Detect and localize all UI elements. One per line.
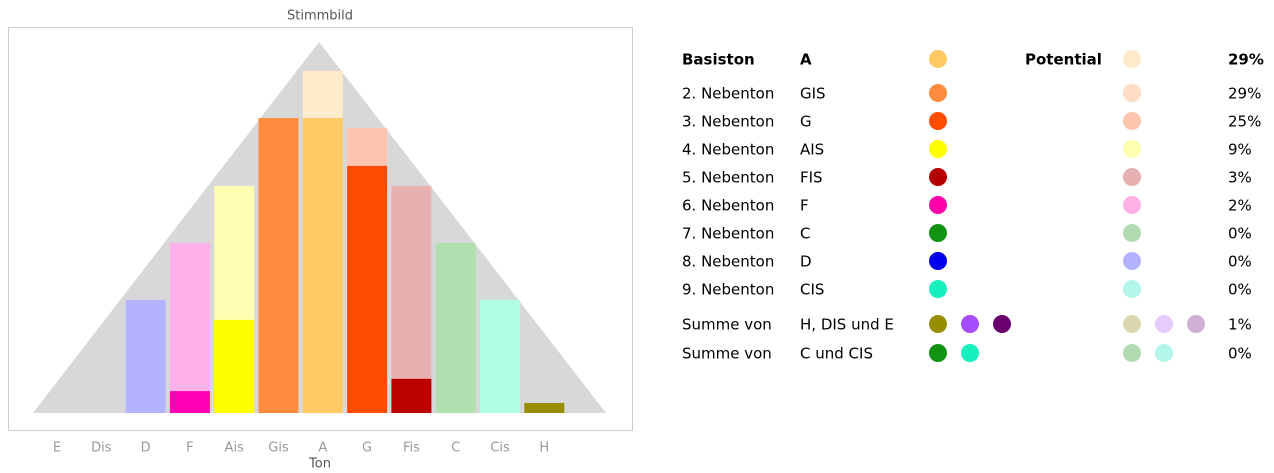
color-dot — [929, 196, 947, 214]
x-tick-label: Dis — [91, 441, 112, 456]
row-label: 2. Nebenton — [682, 85, 774, 103]
row-tone: FIS — [800, 169, 823, 187]
row-percent: 29% — [1228, 85, 1261, 103]
x-tick-label: G — [362, 441, 372, 456]
row-label: 3. Nebenton — [682, 113, 774, 131]
color-dot — [929, 315, 947, 333]
potential-label: Potential — [1025, 51, 1102, 69]
row-tone: D — [800, 253, 812, 271]
color-dot — [929, 344, 947, 362]
row-label: 9. Nebenton — [682, 281, 774, 299]
row-label: 7. Nebenton — [682, 225, 774, 243]
potential-dot — [1123, 84, 1141, 102]
x-tick-label: C — [451, 441, 460, 456]
row-label: 8. Nebenton — [682, 253, 774, 271]
bar — [302, 118, 343, 414]
x-tick-label: Gis — [268, 441, 289, 456]
potential-dot — [1123, 50, 1141, 68]
color-dot — [929, 224, 947, 242]
bar — [524, 402, 565, 413]
row-percent: 0% — [1228, 253, 1252, 271]
row-label: Basiston — [682, 51, 755, 69]
row-tone: C — [800, 225, 810, 243]
bar — [347, 165, 388, 413]
row-percent: 9% — [1228, 141, 1252, 159]
x-tick-label: E — [53, 441, 61, 456]
row-percent: 3% — [1228, 169, 1252, 187]
row-label: Summe von — [682, 345, 772, 363]
row-tone: CIS — [800, 281, 824, 299]
color-dot — [993, 315, 1011, 333]
row-tone: C und CIS — [800, 345, 873, 363]
x-tick-label: D — [141, 441, 151, 456]
x-tick-label: A — [318, 441, 327, 456]
bar — [169, 391, 210, 413]
bar — [391, 378, 432, 413]
row-label: 4. Nebenton — [682, 141, 774, 159]
x-tick-label: H — [539, 441, 549, 456]
row-percent: 0% — [1228, 225, 1252, 243]
row-percent: 0% — [1228, 281, 1252, 299]
x-axis-label: Ton — [308, 457, 331, 472]
color-dot — [929, 112, 947, 130]
potential-dot — [1123, 252, 1141, 270]
row-percent: 1% — [1228, 316, 1252, 334]
potential-dot — [1123, 168, 1141, 186]
potential-dot — [1155, 344, 1173, 362]
chart-title: Stimmbild — [287, 9, 353, 24]
color-dot — [929, 84, 947, 102]
color-dot — [929, 252, 947, 270]
row-tone: A — [800, 51, 812, 69]
potential-dot — [1123, 224, 1141, 242]
row-percent: 2% — [1228, 197, 1252, 215]
color-dot — [961, 315, 979, 333]
potential-dot — [1123, 112, 1141, 130]
bar — [125, 299, 166, 413]
x-tick-label: Ais — [225, 441, 245, 456]
x-tick-label: Fis — [403, 441, 420, 456]
color-dot — [929, 168, 947, 186]
row-percent: 29% — [1228, 51, 1264, 69]
x-tick-label: F — [186, 441, 193, 456]
bar — [391, 185, 432, 413]
bar — [169, 243, 210, 413]
potential-dot — [1123, 315, 1141, 333]
potential-dot — [1123, 140, 1141, 158]
color-dot — [929, 280, 947, 298]
row-tone: AIS — [800, 141, 824, 159]
row-tone: G — [800, 113, 812, 131]
x-tick-label: Cis — [490, 441, 510, 456]
potential-dot — [1187, 315, 1205, 333]
bar — [258, 118, 299, 414]
potential-dot — [1123, 280, 1141, 298]
potential-dot — [1123, 196, 1141, 214]
row-tone: H, DIS und E — [800, 316, 894, 334]
row-percent: 0% — [1228, 345, 1252, 363]
color-dot — [929, 50, 947, 68]
color-dot — [929, 140, 947, 158]
potential-dot — [1123, 344, 1141, 362]
row-label: Summe von — [682, 316, 772, 334]
row-label: 6. Nebenton — [682, 197, 774, 215]
row-tone: F — [800, 197, 809, 215]
bar — [480, 299, 520, 413]
row-label: 5. Nebenton — [682, 169, 774, 187]
bar — [214, 319, 255, 413]
color-dot — [961, 344, 979, 362]
row-tone: GIS — [800, 85, 826, 103]
bar — [435, 243, 476, 413]
potential-dot — [1155, 315, 1173, 333]
row-percent: 25% — [1228, 113, 1261, 131]
